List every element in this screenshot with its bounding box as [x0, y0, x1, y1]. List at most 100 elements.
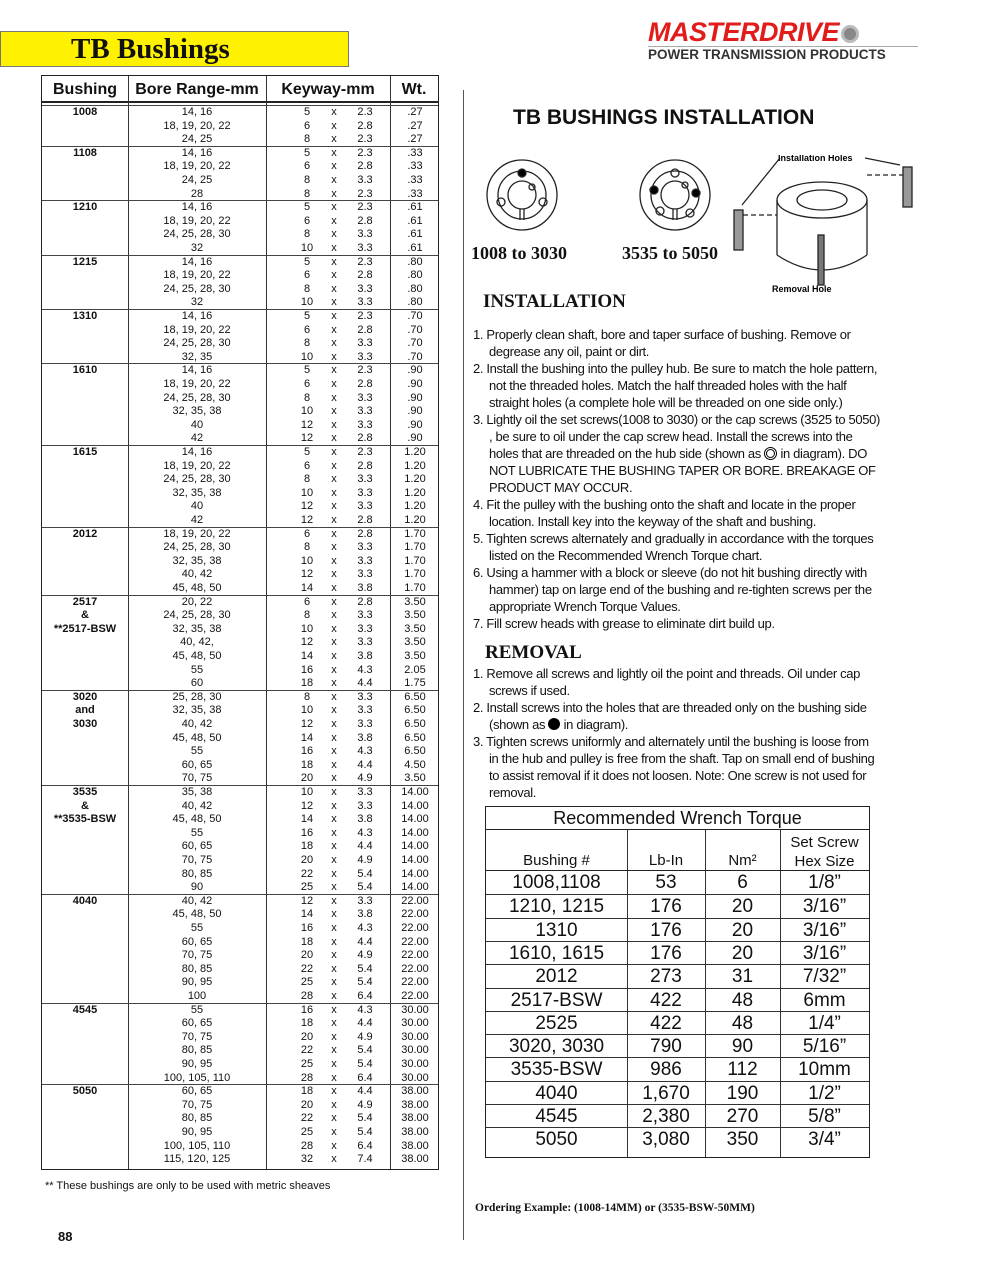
key-width: 6 [303, 527, 311, 540]
bushing-group: 2517 & **2517-BSW 20, 22 6 x 2.8 3.50 24, 25, 28… [42, 594, 438, 691]
key-width: 16 [300, 663, 314, 676]
sep: x [331, 173, 337, 186]
key-depth: 2.8 [357, 214, 373, 227]
bushing-group: 5050 60, 65 18 x 4.4 38.00 70, 75 20 x 4.9 38.00 80… [42, 1084, 438, 1167]
key-depth: 3.3 [357, 486, 373, 499]
sep: x [331, 881, 337, 894]
bore: 24, 25 [181, 173, 213, 186]
torque-cell: 176 [650, 896, 682, 918]
table-row: 18, 19, 20, 22 6 x 2.8 .61 [42, 215, 438, 229]
torque-row: 5050 3,080 350 3/4” [486, 1127, 869, 1150]
bore: 70, 75 [181, 949, 213, 962]
weight: 30.00 [401, 1030, 429, 1043]
key-depth: 3.8 [357, 731, 373, 744]
table-row: 70, 75 20 x 4.9 38.00 [42, 1099, 438, 1113]
sep: x [331, 840, 337, 853]
table-row: 35, 38 10 x 3.3 14.00 [42, 786, 438, 800]
key-width: 16 [300, 921, 314, 934]
key-width: 22 [300, 1112, 314, 1125]
key-width: 5 [303, 310, 311, 322]
table-row: 14, 16 5 x 2.3 .80 [42, 256, 438, 270]
step: 3. Tighten screws uniformly and alternat… [473, 734, 875, 800]
torque-row: 3020, 3030 790 90 5/16” [486, 1034, 869, 1057]
bore: 55 [190, 1003, 204, 1016]
sep: x [331, 935, 337, 948]
key-depth: 7.4 [357, 1153, 373, 1166]
key-width: 20 [300, 949, 314, 962]
torque-cell: 790 [650, 1036, 682, 1058]
table-row: 100, 105, 110 28 x 6.4 38.00 [42, 1140, 438, 1154]
bore: 40, 42 [181, 717, 213, 730]
table-row: 45, 48, 50 14 x 3.8 14.00 [42, 813, 438, 827]
key-depth: 5.4 [357, 976, 373, 989]
bore: 90 [190, 881, 204, 894]
sep: x [331, 690, 337, 703]
torque-cell: 1/4” [808, 1012, 841, 1034]
key-width: 25 [300, 1057, 314, 1070]
bushing-table: Bushing Bore Range-mm Keyway-mm Wt. 1008… [41, 75, 439, 1170]
key-width: 8 [303, 282, 311, 295]
table-row: 14, 16 5 x 2.3 .70 [42, 310, 438, 324]
bore: 32, 35, 38 [172, 704, 222, 717]
key-depth: 2.8 [357, 527, 373, 540]
bore: 100, 105, 110 [163, 1071, 231, 1084]
key-width: 6 [303, 459, 311, 472]
sep: x [331, 949, 337, 962]
key-depth: 4.4 [357, 1085, 373, 1098]
table-row: 45, 48, 50 14 x 3.8 1.70 [42, 582, 438, 596]
weight: 22.00 [401, 921, 429, 934]
weight: .70 [407, 337, 423, 350]
key-depth: 3.3 [357, 894, 373, 907]
key-width: 8 [303, 337, 311, 350]
weight: 22.00 [401, 976, 429, 989]
table-row: 18, 19, 20, 22 6 x 2.8 .33 [42, 160, 438, 174]
bore: 24, 25, 28, 30 [163, 228, 231, 241]
torque-cell: 4545 [535, 1106, 578, 1127]
torque-cell: 6mm [803, 989, 846, 1011]
key-width: 25 [300, 1125, 314, 1138]
bore: 55 [190, 921, 204, 934]
weight: .33 [407, 187, 423, 200]
bore: 18, 19, 20, 22 [163, 459, 231, 472]
table-row: 80, 85 22 x 5.4 14.00 [42, 868, 438, 882]
key-depth: 2.3 [357, 146, 373, 159]
table-row: 24, 25 8 x 2.3 .27 [42, 133, 438, 147]
sep: x [331, 772, 337, 785]
key-depth: 4.9 [357, 1030, 373, 1043]
bore: 60 [190, 677, 204, 690]
sep: x [331, 867, 337, 880]
key-depth: 4.4 [357, 1017, 373, 1030]
key-width: 10 [300, 704, 314, 717]
key-depth: 2.3 [357, 106, 373, 118]
table-row: 80, 85 22 x 5.4 38.00 [42, 1112, 438, 1126]
weight: .90 [407, 391, 423, 404]
key-width: 20 [300, 1030, 314, 1043]
bushing-size: & [81, 799, 89, 812]
key-depth: 4.4 [357, 935, 373, 948]
table-row: 18, 19, 20, 22 6 x 2.8 .90 [42, 378, 438, 392]
filled-hole-icon [548, 718, 561, 730]
installation-title: TB BUSHINGS INSTALLATION [513, 106, 815, 129]
weight: 1.20 [404, 446, 426, 458]
torque-cell: 10mm [798, 1059, 851, 1081]
weight: 30.00 [401, 1003, 429, 1016]
bore: 42 [190, 514, 204, 526]
key-depth: 6.4 [357, 1139, 373, 1152]
key-depth: 3.3 [357, 418, 373, 431]
torque-header: Set Screw Hex Size [790, 834, 859, 870]
table-row: 40, 42 12 x 3.3 6.50 [42, 718, 438, 732]
key-width: 5 [303, 364, 311, 377]
bore: 80, 85 [181, 962, 213, 975]
key-width: 14 [300, 581, 314, 594]
weight: 6.50 [404, 690, 426, 703]
bushing-group: 3535 & **3535-BSW 35, 38 10 x 3.3 14.00 40, 42 12… [42, 785, 438, 895]
bore: 24, 25, 28, 30 [163, 391, 231, 404]
table-row: 115, 120, 125 32 x 7.4 38.00 [42, 1153, 438, 1167]
key-depth: 4.3 [357, 826, 373, 839]
bushing-size: 2517 [72, 595, 98, 608]
table-row: 28 8 x 2.3 .33 [42, 188, 438, 202]
key-depth: 4.3 [357, 663, 373, 676]
weight: 1.20 [404, 514, 426, 526]
key-depth: 2.8 [357, 269, 373, 282]
key-depth: 3.8 [357, 908, 373, 921]
